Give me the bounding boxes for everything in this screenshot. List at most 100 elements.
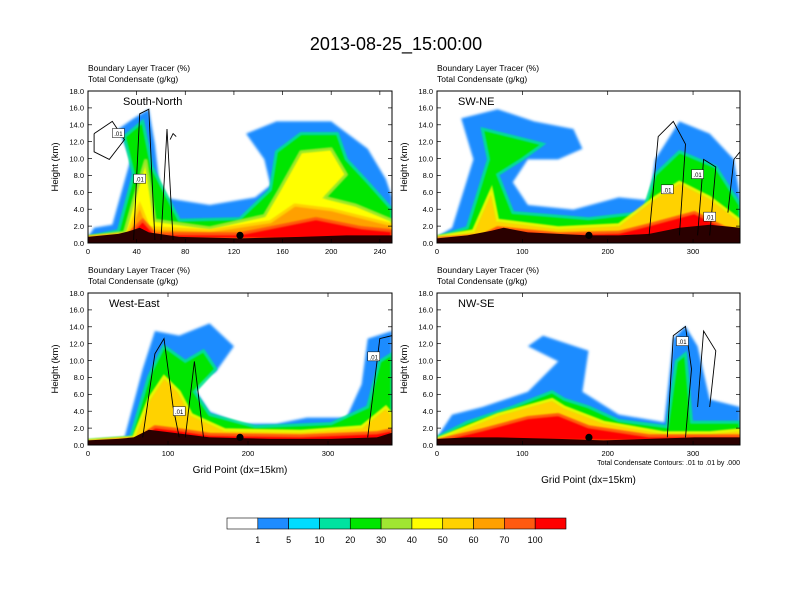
panel-label: NW-SE	[458, 298, 494, 310]
y-tick-label: 12.0	[69, 137, 84, 146]
y-tick-label: 16.0	[418, 104, 433, 113]
y-tick-label: 12.0	[69, 339, 84, 348]
condensate-contour	[727, 151, 740, 213]
plot-frame	[436, 292, 741, 446]
condensate-contour	[648, 120, 686, 236]
y-tick-label: 4.0	[74, 407, 84, 416]
terrain	[88, 227, 392, 243]
colorbar-swatch	[442, 517, 474, 530]
x-axis-label: Grid Point (dx=15km)	[541, 475, 636, 486]
contour-note: Total Condensate Contours: .01 to .01 by…	[597, 460, 740, 467]
condensate-contour	[142, 337, 180, 438]
x-tick-label: 0	[86, 449, 90, 458]
terrain	[437, 224, 740, 243]
panel-header-condensate: Total Condensate (g/kg)	[437, 276, 527, 286]
y-tick-label: 0.0	[74, 239, 84, 248]
colorbar-swatch	[257, 517, 289, 530]
tracer-rim	[88, 374, 392, 442]
panel-header-tracer: Boundary Layer Tracer (%)	[437, 63, 539, 73]
colorbar-label: 70	[499, 535, 509, 545]
x-tick-label: 160	[276, 247, 289, 256]
colorbar-swatch	[349, 517, 382, 530]
location-marker	[236, 231, 244, 239]
y-tick-label: 6.0	[423, 188, 433, 197]
condensate-contour	[367, 335, 392, 438]
plot-frame	[87, 292, 393, 446]
contour-label-box	[703, 211, 716, 222]
tracer-rim	[437, 180, 740, 240]
colorbar-label: 10	[314, 535, 324, 545]
colorbar-swatch	[473, 517, 505, 530]
terrain	[88, 429, 392, 445]
x-tick-label: 0	[435, 449, 439, 458]
x-tick-label: 300	[687, 449, 700, 458]
contour-label-box	[367, 351, 381, 362]
tracer-field	[437, 109, 740, 243]
y-tick-label: 8.0	[74, 171, 84, 180]
y-axis-label: Height (km)	[399, 344, 410, 393]
x-tick-label: 200	[601, 449, 614, 458]
terrain	[437, 437, 740, 445]
tracer-rim	[437, 397, 740, 442]
condensate-contour	[93, 120, 126, 160]
tracer-rim	[437, 350, 740, 442]
colorbar: 1 5 10 20 30 40 50 60 70 100	[226, 517, 567, 545]
y-tick-label: 8.0	[423, 373, 433, 382]
y-tick-label: 4.0	[423, 205, 433, 214]
contour-label: .01	[175, 410, 184, 416]
panel-header-condensate: Total Condensate (g/kg)	[437, 74, 527, 84]
x-tick-label: 300	[322, 449, 335, 458]
x-tick-label: 240	[374, 247, 387, 256]
y-tick-label: 18.0	[418, 289, 433, 298]
x-tick-label: 200	[242, 449, 255, 458]
y-tick-label: 2.0	[74, 424, 84, 433]
condensate-contour	[169, 132, 177, 140]
colorbar-label: 40	[407, 535, 417, 545]
tracer-level-7	[88, 376, 392, 441]
y-axis-label: Height (km)	[399, 142, 410, 191]
y-tick-label: 2.0	[74, 222, 84, 231]
contour-label: .01	[136, 178, 145, 184]
y-tick-label: 0.0	[74, 441, 84, 450]
colorbar-swatch	[226, 517, 259, 530]
tracer-rim	[88, 217, 392, 242]
y-tick-label: 16.0	[69, 104, 84, 113]
colorbar-swatch	[534, 517, 567, 530]
colorbar-label: 20	[345, 535, 355, 545]
y-tick-label: 14.0	[69, 323, 84, 332]
panel-header-tracer: Boundary Layer Tracer (%)	[88, 63, 190, 73]
contour-label: .01	[370, 355, 379, 361]
y-tick-label: 2.0	[423, 222, 433, 231]
colorbar-label: 5	[286, 535, 291, 545]
panel-header-condensate: Total Condensate (g/kg)	[88, 74, 178, 84]
y-tick-label: 6.0	[423, 390, 433, 399]
colorbar-swatch	[288, 517, 320, 530]
condensate-contour	[184, 361, 204, 438]
condensate-contour	[666, 325, 692, 438]
tracer-rim	[437, 211, 740, 242]
y-axis-label: Height (km)	[50, 142, 61, 191]
colorbar-swatch	[380, 517, 413, 530]
y-tick-label: 6.0	[74, 188, 84, 197]
contour-label-box	[676, 336, 689, 346]
colorbar-swatch	[411, 517, 444, 530]
y-tick-label: 14.0	[418, 323, 433, 332]
plot-frame	[87, 90, 393, 244]
x-tick-label: 300	[687, 247, 700, 256]
y-tick-label: 8.0	[74, 373, 84, 382]
panel-header-condensate: Total Condensate (g/kg)	[88, 276, 178, 286]
y-tick-label: 4.0	[423, 407, 433, 416]
contour-label-box	[112, 128, 125, 138]
condensate-contour	[160, 128, 174, 241]
y-tick-label: 18.0	[69, 289, 84, 298]
colorbar-swatch	[504, 517, 536, 530]
y-tick-label: 8.0	[423, 171, 433, 180]
tracer-field	[88, 108, 392, 243]
y-tick-label: 12.0	[418, 137, 433, 146]
condensate-contour	[697, 329, 717, 408]
panel-label: SW-NE	[458, 96, 494, 108]
contour-label-box	[691, 169, 704, 179]
contour-label-box	[661, 184, 674, 195]
